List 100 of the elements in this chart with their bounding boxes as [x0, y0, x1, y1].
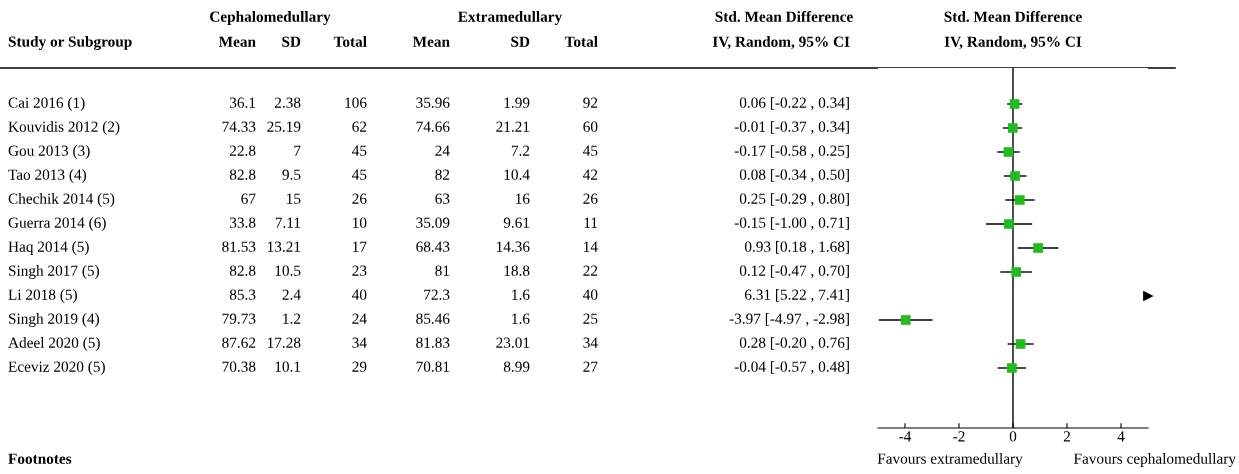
x-tick-label: 2 [1063, 431, 1070, 442]
text: 35.96 [416, 97, 450, 108]
text: 1.99 [504, 97, 530, 108]
text: Cephalomedullary [210, 11, 331, 25]
category-label: SD [282, 36, 301, 47]
text: 40 [352, 289, 367, 300]
text: Gou 2013 (3) [8, 145, 90, 159]
text: Eceviz 2020 (5) [8, 361, 105, 375]
text: Tao 2013 (4) [8, 169, 87, 183]
data-label: 0.08 [-0.34 , 0.50] [739, 169, 849, 183]
chart-title: Std. Mean Difference [944, 10, 1082, 22]
text: 82.8 [229, 265, 256, 276]
point [1014, 195, 1025, 205]
text: 25.19 [267, 121, 301, 132]
text: Li 2018 (5) [8, 289, 77, 303]
text: 11 [584, 217, 598, 228]
text: 72.3 [424, 289, 450, 300]
text: 106 [345, 97, 367, 108]
x-tick-label: -4 [899, 431, 912, 442]
point [900, 315, 911, 325]
text: 17 [353, 241, 367, 252]
data-label: -0.04 [-0.57 , 0.48] [734, 361, 849, 375]
data-label: -0.15 [-1.00 , 0.71] [734, 217, 849, 231]
text: 24 [435, 145, 450, 156]
text: 1.2 [283, 313, 301, 324]
text: 23.01 [496, 337, 530, 348]
text: 24 [352, 313, 367, 324]
text: 10.1 [275, 361, 301, 372]
data-label: 0.93 [0.18 , 1.68] [744, 241, 849, 255]
point [1015, 339, 1026, 349]
text: 7.11 [275, 217, 301, 228]
text: 8.99 [503, 361, 530, 372]
text: Favours extramedullary [877, 453, 1023, 467]
text: 16 [516, 193, 530, 204]
text: 40 [583, 289, 598, 300]
data-label: 0.12 [-0.47 , 0.70] [739, 265, 849, 279]
text: 82 [435, 169, 450, 180]
text: 15 [287, 193, 301, 204]
text: Singh 2017 (5) [9, 265, 99, 279]
text: 45 [352, 145, 367, 156]
text: Extramedullary [458, 11, 563, 25]
point [1007, 123, 1018, 133]
text: 45 [583, 145, 598, 156]
text: 2.4 [282, 289, 301, 300]
text: 26 [583, 193, 598, 204]
text: 45 [352, 169, 367, 180]
text: 42 [583, 169, 598, 180]
point [1009, 99, 1020, 109]
point [1003, 147, 1014, 157]
x-tick-label: 0 [1009, 431, 1017, 442]
text: 22.8 [229, 145, 256, 156]
data-label: -3.97 [-4.97 , -2.98] [729, 313, 849, 327]
category-label: Mean [412, 36, 450, 47]
text: 14.36 [496, 241, 530, 252]
text: 70.38 [222, 361, 256, 372]
point [1004, 219, 1014, 229]
text: Singh 2019 (4) [9, 313, 99, 327]
category-label: Total [333, 36, 367, 47]
category-label: SD [511, 36, 530, 47]
text: 63 [435, 193, 450, 204]
text: 10.5 [275, 265, 301, 276]
point [1033, 243, 1043, 253]
text: 92 [583, 97, 598, 108]
text: 18.8 [504, 265, 530, 276]
text: 10 [353, 217, 367, 228]
category-label: Study or Subgroup [8, 36, 132, 50]
text: 9.5 [282, 169, 301, 180]
text: 62 [352, 121, 367, 132]
text: 1.6 [512, 313, 530, 324]
text: 10.4 [504, 169, 530, 180]
text: 1.6 [512, 289, 530, 300]
text: 17.28 [267, 337, 301, 348]
text: Favours cephalomedullary [1073, 453, 1236, 467]
point [1007, 363, 1017, 373]
text: 7 [294, 145, 301, 156]
text: 22 [583, 265, 598, 276]
text: 81 [435, 265, 450, 276]
point [1011, 267, 1022, 277]
text: 7.2 [511, 145, 530, 156]
data-label: -0.01 [-0.37 , 0.34] [734, 121, 849, 135]
text: 87.62 [222, 337, 256, 348]
text: 68.43 [416, 241, 450, 252]
data-label: 0.28 [-0.20 , 0.76] [739, 337, 849, 351]
text: 33.8 [229, 217, 256, 228]
text: Cai 2016 (1) [8, 97, 85, 111]
text: Chechik 2014 (5) [8, 193, 115, 207]
text: 6.31 [5.22 , 7.41] [745, 289, 849, 303]
text: 74.33 [222, 121, 256, 132]
text: 25 [583, 313, 598, 324]
text: 85.46 [416, 313, 450, 324]
text: 27 [583, 361, 598, 372]
text: 79.73 [222, 313, 256, 324]
text: Std. Mean Difference [715, 10, 853, 22]
text: Haq 2014 (5) [8, 241, 89, 255]
category-label: IV, Random, 95% CI [712, 36, 850, 50]
category-label: Mean [218, 36, 256, 47]
text: 85.3 [229, 289, 256, 300]
text: 67 [241, 193, 256, 204]
text: 14 [584, 241, 598, 252]
text: Kouvidis 2012 (2) [8, 121, 120, 135]
